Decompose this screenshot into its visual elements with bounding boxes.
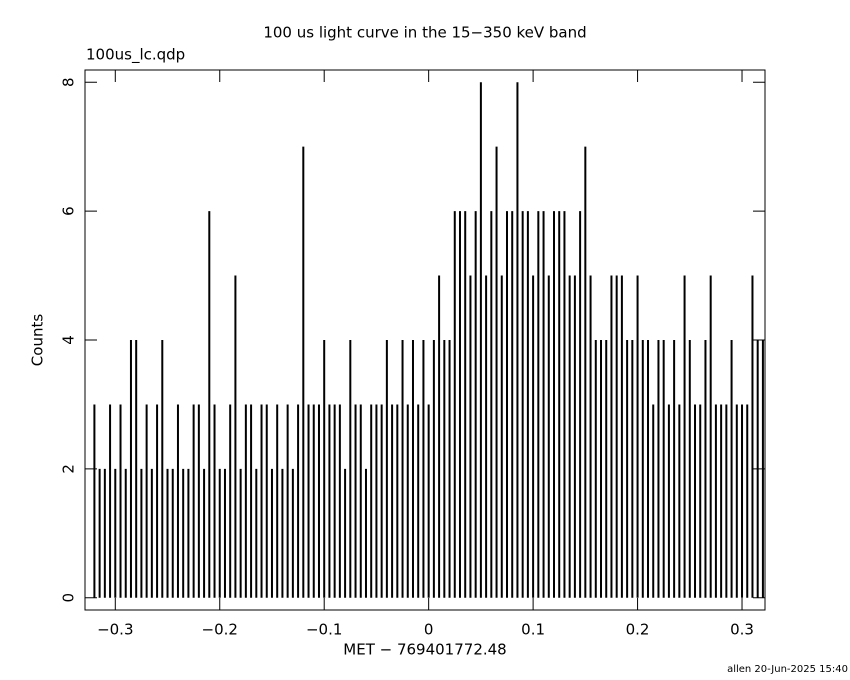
subtitle: 100us_lc.qdp xyxy=(86,46,185,65)
x-tick-label: −0.2 xyxy=(202,621,238,639)
x-tick-label: 0 xyxy=(424,621,434,639)
y-tick-label: 8 xyxy=(60,77,78,87)
x-tick-label: 0.2 xyxy=(626,621,650,639)
y-tick-label: 2 xyxy=(60,464,78,474)
x-tick-label: 0.1 xyxy=(521,621,545,639)
y-tick-label: 6 xyxy=(60,206,78,216)
x-tick-label: 0.3 xyxy=(730,621,754,639)
x-tick-label: −0.3 xyxy=(97,621,133,639)
y-axis-label: Counts xyxy=(29,314,47,367)
y-tick-label: 4 xyxy=(60,335,78,345)
chart-title: 100 us light curve in the 15−350 keV ban… xyxy=(263,24,586,42)
footer: allen 20-Jun-2025 15:40 xyxy=(727,664,848,675)
y-tick-label: 0 xyxy=(60,593,78,603)
x-axis-label: MET − 769401772.48 xyxy=(343,641,506,659)
x-tick-label: −0.1 xyxy=(306,621,342,639)
